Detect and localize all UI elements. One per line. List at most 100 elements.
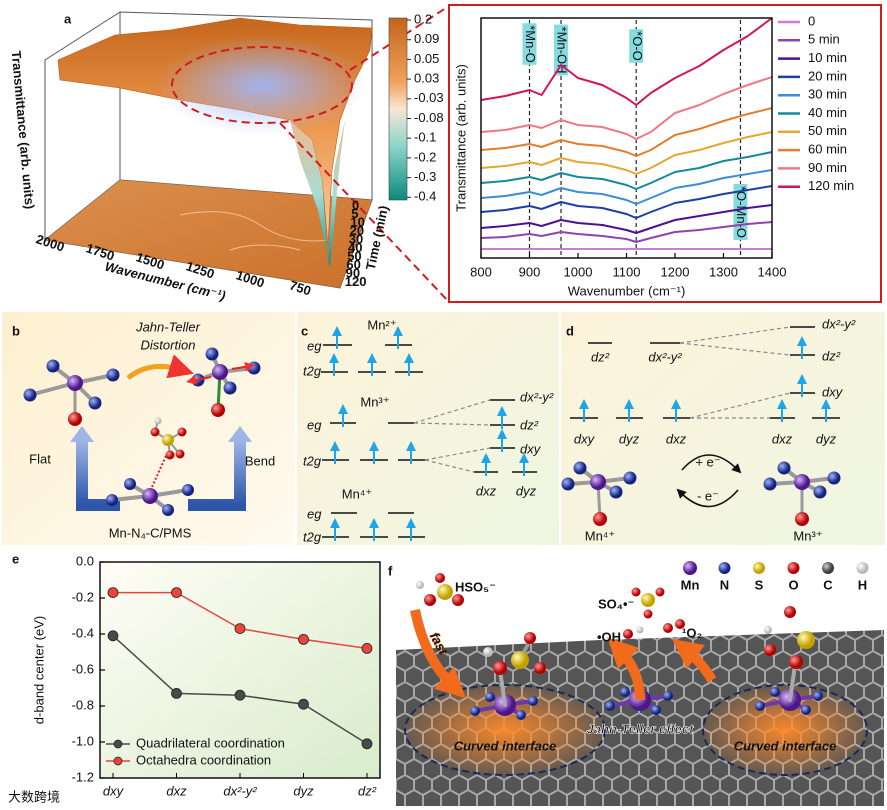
x-tick-label: dyz [293, 783, 314, 798]
data-point [361, 643, 373, 654]
y-tick-label: -0.6 [72, 661, 94, 676]
annotation: *O-O [629, 29, 645, 63]
colorbar-tick-label: -0.4 [414, 189, 436, 204]
series-line [480, 17, 773, 106]
annotation-box [629, 29, 644, 63]
atom [182, 484, 194, 496]
atom [212, 364, 228, 380]
flow-arrow-head [70, 426, 94, 442]
orbital-label: dxy [822, 384, 844, 399]
time-tick-label: 0 [352, 197, 359, 212]
y-axis-label: Transmittance (arb. units) [9, 50, 38, 210]
x-tick-label: 1400 [758, 264, 787, 279]
series-line [480, 131, 773, 175]
reaction-arrow [410, 609, 466, 699]
orbital-set: t2g [303, 363, 322, 378]
watermark: 大数跨境 [8, 789, 60, 804]
interaction [151, 455, 167, 488]
atom [573, 461, 587, 475]
annotation-box [522, 23, 537, 65]
panel-label: c [301, 323, 308, 338]
atom-legend-label: O [788, 577, 798, 592]
data-point [107, 587, 119, 598]
atom [67, 375, 83, 391]
atom [511, 651, 529, 669]
x-tick-label: dxy [103, 783, 125, 798]
highlight-glow [157, 35, 367, 135]
interface-glow [703, 685, 867, 775]
interface-label: Curved interface [454, 738, 557, 753]
annotation-label: *O-O [630, 31, 645, 61]
x-tick-label: dx²-y² [223, 783, 257, 798]
ion-label: Mn⁴⁺ [585, 528, 616, 543]
distortion-arrow [186, 375, 212, 385]
atom [590, 474, 606, 490]
redox-arrow [681, 454, 742, 474]
atom [154, 417, 162, 425]
panel-label: b [12, 323, 20, 338]
legend-marker [113, 756, 123, 766]
colorbar-tick-label: -0.3 [414, 169, 436, 184]
y-tick-label: -1.2 [72, 769, 94, 784]
panel-background [2, 312, 295, 545]
atom [620, 687, 630, 697]
atom [23, 388, 37, 402]
atom [211, 403, 225, 417]
x-tick-label: 1000 [564, 264, 593, 279]
reaction-arrow [672, 638, 717, 683]
correlation-line [424, 459, 475, 473]
orbital-label: dz² [591, 349, 610, 364]
atom [641, 593, 655, 607]
annotation-label: *O-Mn-O [734, 186, 749, 238]
atom [797, 631, 815, 649]
correlation-line [679, 326, 791, 344]
ion-label: Mn⁴⁺ [342, 486, 373, 501]
surface-floor [45, 180, 372, 288]
legend-label: 10 min [808, 50, 847, 65]
data-point [298, 634, 309, 645]
atom [485, 692, 495, 702]
panel-background [297, 312, 559, 545]
legend-label: Quadrilateral coordination [136, 735, 285, 750]
y-axis-label: Transmittance (arb. units) [453, 64, 468, 212]
orbital-label: dyz [816, 431, 837, 446]
time-tick-label: 120 [345, 274, 367, 289]
x-tick-label: 1300 [709, 264, 738, 279]
orbital-label: dx²-y² [822, 316, 856, 331]
atom [636, 626, 644, 634]
atom [794, 474, 810, 490]
atom [106, 494, 118, 506]
colorbar-tick-label: 0.05 [414, 51, 439, 66]
distortion-arrow [126, 354, 194, 380]
atom [452, 594, 464, 606]
atom [631, 587, 641, 597]
y-tick-label: -0.2 [72, 589, 94, 604]
legend-label: 40 min [808, 105, 847, 120]
atom [247, 361, 261, 375]
atom [683, 561, 697, 575]
atom [856, 562, 869, 574]
atom [175, 449, 185, 459]
atom [416, 581, 424, 589]
species-label: SO₄•⁻ [598, 596, 634, 611]
species-label: ¹O₂ [682, 625, 702, 640]
colorbar [388, 17, 408, 201]
interface-ring [404, 684, 606, 776]
atom-legend-label: S [755, 577, 764, 592]
atom [88, 396, 102, 410]
flow-arrow-head [228, 426, 252, 442]
atom [813, 691, 823, 701]
atom [675, 619, 685, 629]
legend-label: Octahedra coordination [136, 752, 271, 767]
atom [718, 562, 731, 574]
time-tick-label: 5 [351, 206, 358, 221]
legend-label: 20 min [808, 68, 847, 83]
reaction-arrow [607, 637, 645, 701]
atom-legend-label: C [823, 577, 833, 592]
orbital-label: dyz [516, 483, 537, 498]
caption: Mn-N₄-C/PMS [109, 525, 192, 540]
colorbar-tick-label: 0.2 [414, 11, 432, 26]
orbital-label: dxy [574, 431, 596, 446]
redox-label: + e⁻ [695, 454, 720, 469]
